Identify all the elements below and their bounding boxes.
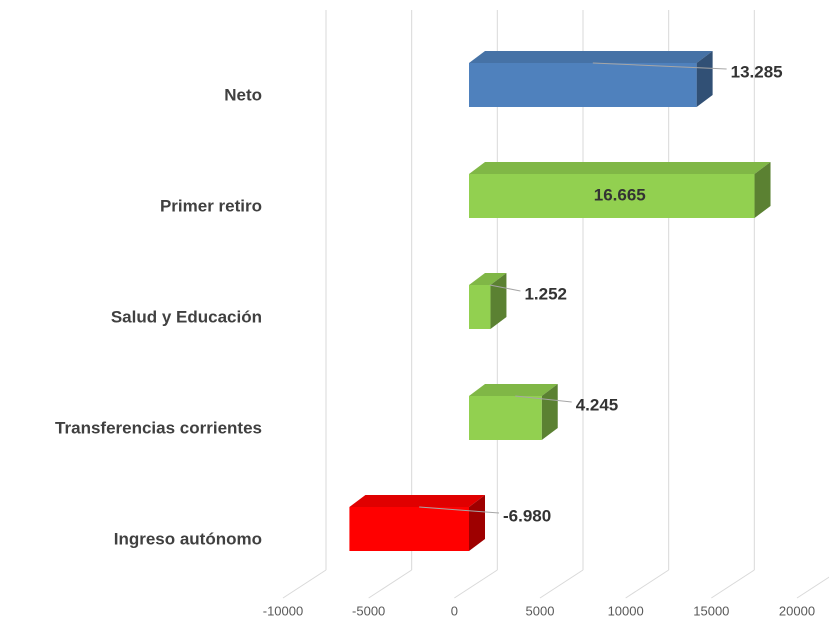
floor-grid-line <box>368 569 412 599</box>
floor-grid-line <box>796 576 829 599</box>
value-label: 13.285 <box>731 62 783 81</box>
bar-side <box>469 495 485 551</box>
bar <box>469 273 507 329</box>
leader-line <box>592 62 727 70</box>
leader-line <box>419 506 500 514</box>
bar <box>469 384 558 440</box>
bar-front <box>469 63 697 107</box>
category-label: Transferencias corrientes <box>55 418 262 437</box>
x-tick-label: 0 <box>451 603 458 618</box>
x-tick-label: -10000 <box>263 603 303 618</box>
x-tick-label: -5000 <box>352 603 385 618</box>
bar-front <box>469 174 755 218</box>
x-tick-label: 10000 <box>608 603 644 618</box>
bar <box>349 495 485 551</box>
value-label: 16.665 <box>594 185 646 204</box>
value-label: 1.252 <box>524 284 567 303</box>
x-tick-label: 5000 <box>526 603 555 618</box>
leader-line <box>515 395 572 403</box>
bar-top <box>469 162 771 174</box>
category-label: Ingreso autónomo <box>114 529 262 548</box>
bar-side <box>541 384 558 440</box>
floor-grid-line <box>282 569 327 599</box>
category-label: Primer retiro <box>160 196 262 215</box>
category-label: Salud y Educación <box>111 307 262 326</box>
bar <box>469 162 771 218</box>
bar-top <box>469 384 558 396</box>
bar-top <box>469 51 713 63</box>
floor-grid-line <box>539 569 584 599</box>
x-tick-label: 15000 <box>693 603 729 618</box>
bar-side <box>754 162 771 218</box>
floor-grid-line <box>454 569 498 599</box>
bar-front <box>469 285 491 329</box>
bar-top <box>469 273 507 285</box>
bar <box>469 51 713 107</box>
floor-grid-line <box>711 569 755 599</box>
category-label: Neto <box>224 85 262 104</box>
x-tick-label: 20000 <box>779 603 815 618</box>
value-label: 4.245 <box>576 395 619 414</box>
bar-front <box>469 396 542 440</box>
bar-front <box>349 507 469 551</box>
bar-top <box>349 495 485 507</box>
bar-side <box>696 51 713 107</box>
floor-grid-line <box>625 569 669 599</box>
leader-line <box>489 284 521 292</box>
value-label: -6.980 <box>503 506 551 525</box>
